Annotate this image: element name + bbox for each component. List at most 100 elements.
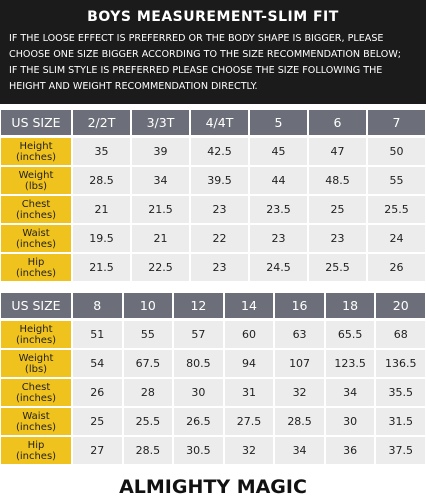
row-label: Weight (lbs)	[0, 349, 72, 378]
value-cell: 23	[190, 195, 249, 224]
value-cell: 136.5	[375, 349, 426, 378]
row-unit: (inches)	[15, 238, 57, 250]
value-cell: 25.5	[308, 253, 367, 282]
value-cell: 21	[72, 195, 131, 224]
size-header: 7	[367, 109, 426, 136]
value-cell: 27	[72, 436, 123, 465]
value-cell: 24	[367, 224, 426, 253]
instruction-line: HEIGHT AND WEIGHT RECOMMENDATION DIRECTL…	[9, 81, 258, 92]
size-header: 3/3T	[131, 109, 190, 136]
value-cell: 45	[249, 137, 308, 166]
value-cell: 28.5	[274, 407, 325, 436]
value-cell: 26	[72, 378, 123, 407]
value-cell: 28.5	[122, 436, 174, 465]
value-cell: 47	[308, 137, 367, 166]
size-header: 10	[122, 292, 174, 319]
value-cell: 37.5	[375, 436, 426, 465]
value-cell: 50	[367, 137, 426, 166]
value-cell: 39	[131, 137, 190, 166]
title: BOYS MEASUREMENT-SLIM FIT	[87, 9, 339, 25]
value-cell: 68	[375, 320, 426, 349]
row-label: Weight (lbs)	[0, 166, 72, 195]
value-cell: 35	[72, 137, 131, 166]
row-unit: (inches)	[15, 334, 57, 346]
size-header: 6	[308, 109, 367, 136]
row-label: Height (inches)	[0, 137, 72, 166]
value-cell: 28	[122, 378, 174, 407]
value-cell: 55	[367, 166, 426, 195]
row-name: Chest	[21, 381, 51, 393]
row-unit: (inches)	[15, 151, 57, 163]
value-cell: 30	[324, 407, 376, 436]
size-header: 12	[173, 292, 224, 319]
instructions: IF THE LOOSE EFFECT IS PREFERRED OR THE …	[0, 25, 426, 95]
value-cell: 35.5	[375, 378, 426, 407]
row-unit: (lbs)	[24, 363, 48, 375]
value-cell: 28.5	[72, 166, 131, 195]
row-unit: (inches)	[15, 421, 57, 433]
row-label: Height (inches)	[0, 320, 72, 349]
value-cell: 24.5	[249, 253, 308, 282]
value-cell: 32	[223, 436, 275, 465]
value-cell: 63	[274, 320, 325, 349]
row-name: Waist	[22, 227, 50, 239]
row-unit: (inches)	[15, 267, 57, 279]
row-label: Hip (inches)	[0, 436, 72, 465]
brand: ALMIGHTY MAGIC	[119, 476, 307, 498]
value-cell: 44	[249, 166, 308, 195]
value-cell: 67.5	[122, 349, 174, 378]
corner-cell: US SIZE	[0, 109, 72, 136]
value-cell: 25.5	[122, 407, 174, 436]
row-name: Chest	[21, 198, 51, 210]
value-cell: 54	[72, 349, 123, 378]
value-cell: 36	[324, 436, 376, 465]
row-unit: (inches)	[15, 450, 57, 462]
row-label: Waist (inches)	[0, 407, 72, 436]
value-cell: 51	[72, 320, 123, 349]
size-header: 20	[375, 292, 426, 319]
size-header: 8	[72, 292, 123, 319]
value-cell: 80.5	[173, 349, 224, 378]
header: BOYS MEASUREMENT-SLIM FIT IF THE LOOSE E…	[0, 0, 426, 104]
corner-cell: US SIZE	[0, 292, 72, 319]
value-cell: 42.5	[190, 137, 249, 166]
size-header: 18	[324, 292, 376, 319]
value-cell: 23	[308, 224, 367, 253]
row-label: Waist (inches)	[0, 224, 72, 253]
value-cell: 34	[131, 166, 190, 195]
value-cell: 60	[223, 320, 275, 349]
value-cell: 26.5	[173, 407, 224, 436]
size-header: 16	[274, 292, 325, 319]
row-name: Waist	[22, 410, 50, 422]
value-cell: 30.5	[173, 436, 224, 465]
value-cell: 31	[223, 378, 275, 407]
value-cell: 22.5	[131, 253, 190, 282]
value-cell: 30	[173, 378, 224, 407]
value-cell: 107	[274, 349, 325, 378]
value-cell: 123.5	[324, 349, 376, 378]
value-cell: 57	[173, 320, 224, 349]
value-cell: 31.5	[375, 407, 426, 436]
row-label: Chest (inches)	[0, 195, 72, 224]
row-name: Hip	[27, 256, 45, 268]
value-cell: 34	[274, 436, 325, 465]
row-unit: (inches)	[15, 209, 57, 221]
value-cell: 34	[324, 378, 376, 407]
value-cell: 25	[308, 195, 367, 224]
row-unit: (lbs)	[24, 180, 48, 192]
instruction-line: IF THE LOOSE EFFECT IS PREFERRED OR THE …	[9, 33, 384, 44]
value-cell: 94	[223, 349, 275, 378]
row-label: Hip (inches)	[0, 253, 72, 282]
value-cell: 25	[72, 407, 123, 436]
value-cell: 22	[190, 224, 249, 253]
value-cell: 48.5	[308, 166, 367, 195]
row-name: Height	[19, 323, 53, 335]
row-name: Height	[19, 140, 53, 152]
row-label: Chest (inches)	[0, 378, 72, 407]
size-header: 2/2T	[72, 109, 131, 136]
value-cell: 26	[367, 253, 426, 282]
value-cell: 23	[190, 253, 249, 282]
size-header: 5	[249, 109, 308, 136]
value-cell: 32	[274, 378, 325, 407]
